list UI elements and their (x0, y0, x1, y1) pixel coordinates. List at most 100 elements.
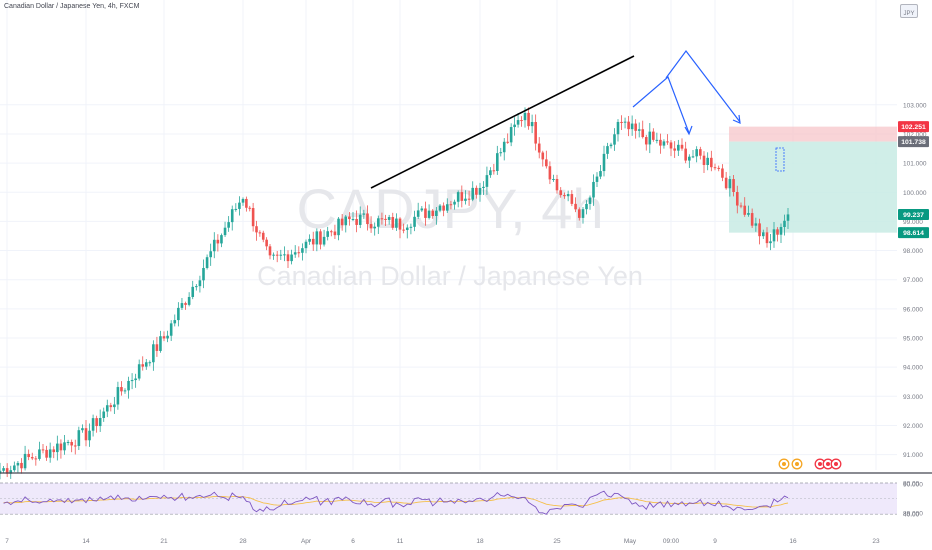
candle (395, 213, 398, 231)
candle (513, 117, 516, 136)
candle-body (413, 216, 416, 227)
rsi-tick-label: 40.00 (903, 512, 920, 519)
candle-body (634, 123, 637, 131)
candle-body (63, 442, 66, 451)
candle (216, 234, 220, 252)
candle (680, 138, 684, 151)
candle (77, 426, 81, 450)
candle-body (265, 239, 268, 247)
price-tick-label: 102.000 (903, 131, 927, 138)
candle-body (391, 217, 395, 228)
candle-body (16, 462, 20, 466)
candle (369, 216, 373, 233)
projection-path-2[interactable] (665, 50, 741, 123)
candle-body (70, 441, 73, 446)
candle-body (523, 112, 527, 121)
candle-body (223, 227, 227, 236)
candle (301, 243, 304, 261)
stop-loss-zone[interactable] (729, 126, 897, 142)
candle (691, 150, 695, 159)
candle (255, 220, 258, 241)
range-box[interactable] (775, 147, 785, 172)
candle (630, 115, 634, 136)
candle (492, 163, 496, 175)
candle (351, 211, 355, 222)
rsi-line (3, 490, 789, 515)
trend-line[interactable] (370, 55, 635, 189)
candle-body (38, 449, 41, 459)
candle (358, 206, 362, 229)
currency-badge-label: JPY (903, 11, 914, 17)
candle (779, 223, 783, 243)
candle-body (588, 197, 592, 204)
candle (502, 138, 506, 161)
candle-body (344, 216, 348, 226)
candle-body (373, 226, 376, 229)
candle (268, 244, 272, 260)
candle-body (340, 218, 344, 226)
candle (258, 230, 262, 237)
candle-body (537, 143, 541, 153)
candle (772, 222, 776, 248)
candle (105, 399, 109, 418)
candle-body (77, 430, 81, 446)
currency-badge[interactable]: JPY (900, 4, 918, 18)
candle (409, 223, 413, 235)
candle-body (702, 155, 706, 166)
candle-body (177, 307, 180, 321)
candle-body (592, 181, 595, 198)
arrow-head-icon[interactable] (732, 114, 741, 124)
price-tick-label: 100.000 (903, 190, 927, 197)
candle (159, 330, 162, 353)
candle-body (362, 213, 366, 215)
candle (48, 442, 52, 463)
price-tag-current: 99.237 (903, 212, 924, 219)
candle-body (234, 208, 238, 210)
candle (123, 388, 127, 394)
candle-body (351, 218, 355, 220)
candle (275, 250, 279, 263)
candle-body (402, 229, 405, 231)
arrow-head-icon[interactable] (684, 125, 693, 136)
candle (537, 137, 541, 159)
candle (442, 202, 445, 217)
candle (750, 208, 754, 228)
candle (59, 439, 63, 459)
candle-body (395, 218, 398, 228)
event-marker-dot (795, 462, 799, 466)
candle-body (241, 198, 245, 203)
candle (637, 122, 641, 138)
event-marker-dot (826, 462, 830, 466)
candle (677, 139, 680, 156)
time-tick-label: 9 (713, 538, 717, 545)
candle (293, 245, 297, 258)
candle-body (398, 218, 402, 230)
candle (27, 449, 30, 461)
candle-body (251, 208, 255, 227)
candle-body (717, 167, 721, 169)
candle-body (113, 404, 116, 408)
drawings[interactable] (370, 50, 785, 189)
rsi-pane: 80.00 40.00 (0, 472, 932, 519)
candle (769, 234, 772, 251)
candle (377, 215, 380, 234)
candle (581, 207, 585, 224)
projection-path-1[interactable] (632, 75, 690, 134)
candle-body (166, 335, 169, 339)
candle-body (333, 231, 337, 236)
candle-body (623, 121, 627, 123)
candle (34, 456, 38, 466)
candle (227, 216, 230, 232)
candle (644, 134, 648, 151)
candle (344, 214, 348, 233)
event-markers[interactable] (778, 458, 842, 470)
take-profit-zone[interactable] (729, 141, 897, 233)
price-tick-label: 92.000 (903, 423, 923, 430)
candle-body (783, 220, 786, 228)
candle (387, 214, 391, 225)
price-tick-label: 101.000 (903, 161, 927, 168)
candle-body (555, 178, 559, 191)
candle-body (102, 411, 106, 418)
position-zones[interactable] (729, 126, 897, 233)
